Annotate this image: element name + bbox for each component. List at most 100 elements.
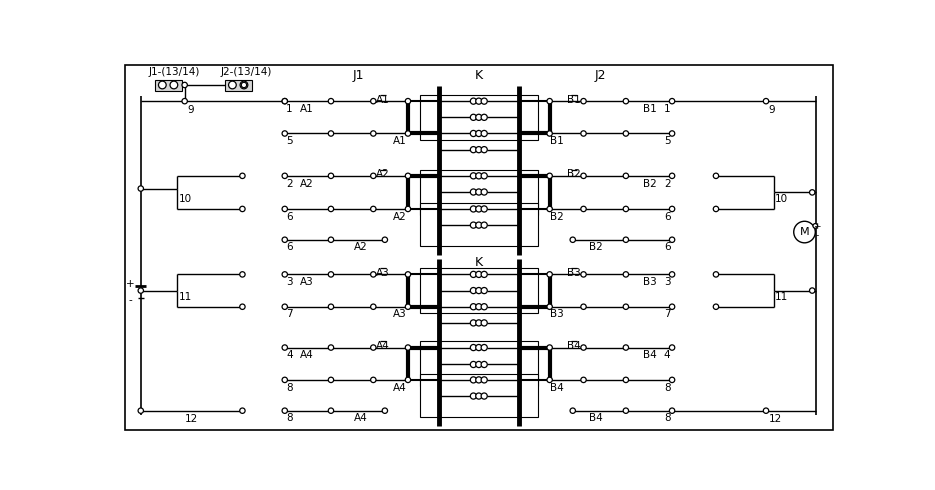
Circle shape [669,98,675,104]
Text: 3: 3 [286,277,293,287]
Circle shape [570,408,575,414]
Circle shape [470,377,477,383]
Circle shape [581,304,586,310]
Text: 11: 11 [179,292,192,302]
Circle shape [482,206,487,212]
Text: 3: 3 [664,277,670,287]
Text: 1: 1 [286,104,293,114]
Bar [420,170,539,215]
Circle shape [476,393,482,399]
Text: 9: 9 [769,105,775,115]
Text: +: + [126,279,135,289]
Circle shape [482,304,487,310]
Circle shape [669,237,675,243]
Circle shape [669,304,675,310]
Circle shape [476,173,482,179]
Circle shape [547,345,553,350]
Text: +: + [813,222,821,231]
Text: B2: B2 [568,170,582,179]
Circle shape [624,377,628,383]
Text: B4: B4 [589,414,603,423]
Circle shape [669,131,675,136]
Circle shape [328,98,334,104]
Circle shape [813,223,817,228]
Circle shape [476,206,482,212]
Circle shape [228,81,237,89]
Circle shape [713,173,719,178]
Circle shape [581,345,586,350]
Circle shape [382,237,388,243]
Circle shape [405,345,410,350]
Circle shape [624,237,628,243]
Circle shape [328,345,334,350]
Text: A1: A1 [300,104,314,114]
Text: B3: B3 [643,277,656,287]
Text: A4: A4 [376,341,390,351]
Circle shape [581,206,586,212]
Circle shape [482,98,487,104]
Circle shape [476,344,482,351]
Text: 6: 6 [286,243,293,252]
Circle shape [138,288,143,293]
Circle shape [482,320,487,326]
Circle shape [328,377,334,383]
Circle shape [239,304,245,310]
Text: 1: 1 [664,104,670,114]
Circle shape [547,272,553,277]
Circle shape [370,272,376,277]
Bar [420,268,539,313]
Circle shape [282,206,287,212]
Text: B4: B4 [551,383,564,392]
Text: B1: B1 [568,95,582,104]
Circle shape [470,189,477,195]
Circle shape [470,222,477,228]
Text: J2: J2 [595,69,606,82]
Circle shape [470,393,477,399]
Circle shape [482,377,487,383]
Circle shape [328,206,334,212]
Text: 4: 4 [286,350,293,360]
Circle shape [470,130,477,137]
Circle shape [241,82,247,88]
Circle shape [328,304,334,310]
Text: A3: A3 [376,268,390,278]
Circle shape [405,131,410,136]
Text: B2: B2 [643,178,656,189]
Text: K: K [475,256,482,270]
Circle shape [669,206,675,212]
Circle shape [328,237,334,243]
Circle shape [713,272,719,277]
Text: A1: A1 [376,95,390,104]
Text: A2: A2 [354,243,367,252]
Bar [420,374,539,417]
Circle shape [182,98,187,104]
Text: 11: 11 [775,292,788,302]
Text: B2: B2 [589,243,603,252]
Circle shape [282,173,287,178]
Text: B4: B4 [643,350,656,360]
Circle shape [581,377,586,383]
Text: A4: A4 [394,383,407,392]
Circle shape [405,304,410,310]
Circle shape [476,189,482,195]
Circle shape [470,173,477,179]
Circle shape [405,98,410,104]
Circle shape [476,222,482,228]
Text: J2-(13/14): J2-(13/14) [221,67,272,77]
Circle shape [669,272,675,277]
Circle shape [476,304,482,310]
Circle shape [476,377,482,383]
Text: 5: 5 [664,136,670,146]
Circle shape [328,408,334,414]
Circle shape [476,98,482,104]
Circle shape [482,362,487,368]
Text: -: - [129,295,133,305]
Circle shape [470,344,477,351]
Text: 12: 12 [185,414,198,424]
Circle shape [470,362,477,368]
Circle shape [669,345,675,350]
Text: 4: 4 [664,350,670,360]
Circle shape [470,304,477,310]
Circle shape [282,408,287,414]
Circle shape [282,304,287,310]
